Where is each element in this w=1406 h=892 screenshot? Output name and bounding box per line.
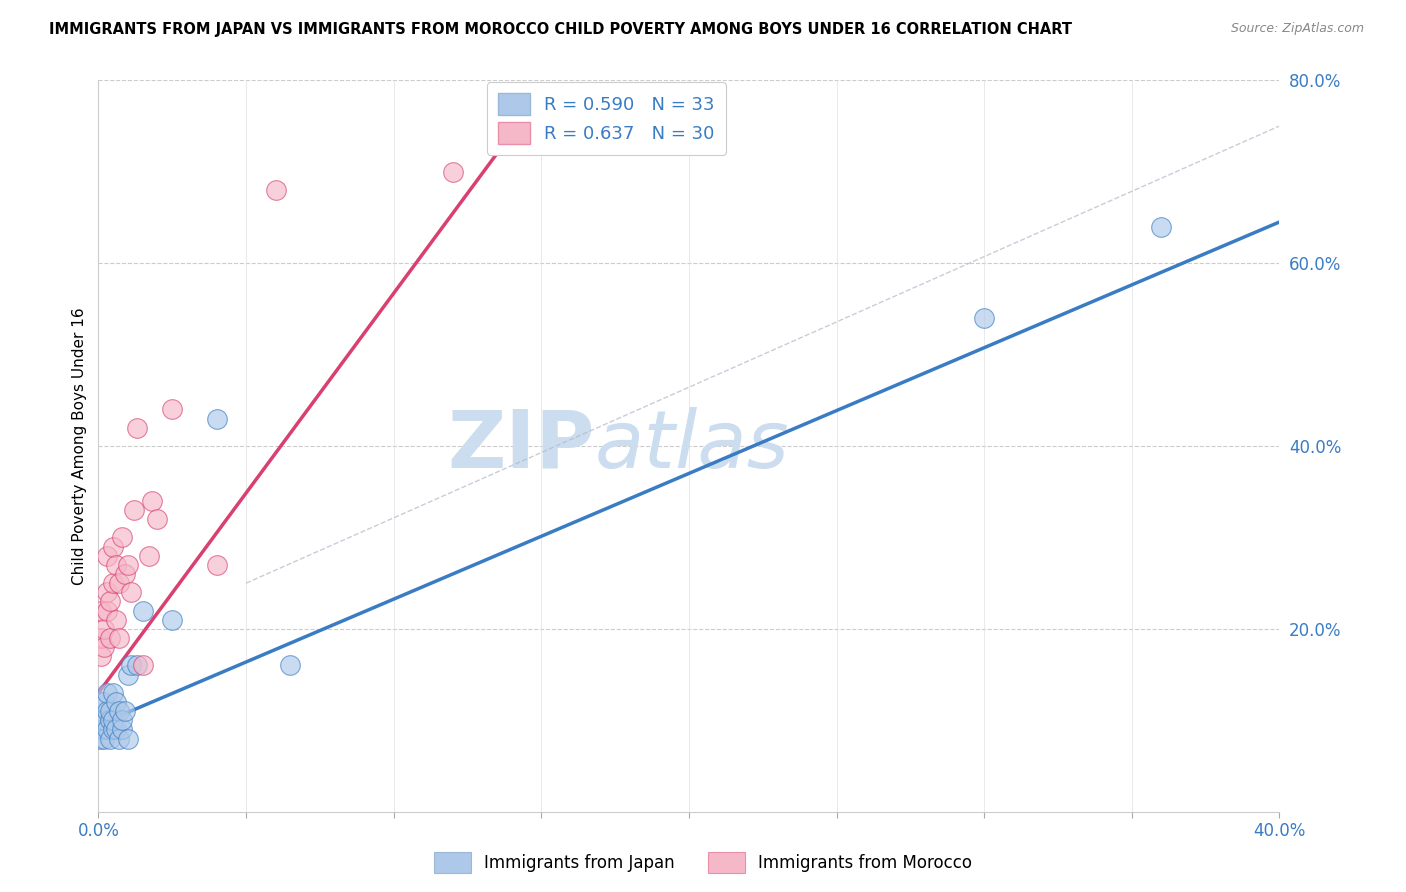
Point — [108, 704, 131, 718]
Point — [96, 585, 118, 599]
Point — [441, 164, 464, 178]
Point — [96, 603, 118, 617]
Point — [120, 658, 142, 673]
Point — [108, 731, 131, 746]
Point — [98, 731, 121, 746]
Point — [1150, 219, 1173, 234]
Point — [105, 558, 128, 572]
Point — [93, 731, 115, 746]
Point — [103, 723, 125, 737]
Point — [90, 603, 112, 617]
Point — [90, 695, 112, 709]
Point — [111, 714, 134, 728]
Point — [138, 549, 160, 563]
Point — [125, 421, 148, 435]
Point — [89, 731, 111, 746]
Point — [105, 613, 128, 627]
Point — [93, 640, 115, 655]
Point — [105, 723, 128, 737]
Point — [162, 613, 183, 627]
Point — [132, 603, 155, 617]
Point — [98, 594, 121, 608]
Point — [90, 714, 112, 728]
Point — [98, 631, 121, 645]
Point — [96, 686, 118, 700]
Text: ZIP: ZIP — [447, 407, 595, 485]
Point — [103, 686, 125, 700]
Point — [114, 567, 136, 582]
Point — [117, 667, 139, 681]
Point — [141, 494, 163, 508]
Point — [205, 558, 228, 572]
Point — [98, 704, 121, 718]
Point — [114, 704, 136, 718]
Y-axis label: Child Poverty Among Boys Under 16: Child Poverty Among Boys Under 16 — [72, 307, 87, 585]
Legend: R = 0.590   N = 33, R = 0.637   N = 30: R = 0.590 N = 33, R = 0.637 N = 30 — [486, 82, 725, 155]
Point — [98, 714, 121, 728]
Point — [103, 576, 125, 591]
Point — [132, 658, 155, 673]
Point — [111, 530, 134, 544]
Point — [93, 714, 115, 728]
Point — [91, 723, 114, 737]
Legend: Immigrants from Japan, Immigrants from Morocco: Immigrants from Japan, Immigrants from M… — [427, 846, 979, 880]
Point — [103, 540, 125, 554]
Point — [122, 503, 145, 517]
Point — [105, 695, 128, 709]
Point — [205, 411, 228, 425]
Point — [146, 512, 169, 526]
Text: Source: ZipAtlas.com: Source: ZipAtlas.com — [1230, 22, 1364, 36]
Point — [973, 310, 995, 325]
Point — [96, 549, 118, 563]
Point — [93, 622, 115, 636]
Text: atlas: atlas — [595, 407, 789, 485]
Point — [162, 402, 183, 417]
Point — [111, 723, 134, 737]
Point — [93, 695, 115, 709]
Point — [117, 558, 139, 572]
Point — [96, 723, 118, 737]
Point — [120, 585, 142, 599]
Point — [108, 576, 131, 591]
Point — [264, 183, 287, 197]
Point — [117, 731, 139, 746]
Point — [125, 658, 148, 673]
Point — [103, 714, 125, 728]
Text: IMMIGRANTS FROM JAPAN VS IMMIGRANTS FROM MOROCCO CHILD POVERTY AMONG BOYS UNDER : IMMIGRANTS FROM JAPAN VS IMMIGRANTS FROM… — [49, 22, 1073, 37]
Point — [90, 649, 112, 664]
Point — [280, 658, 302, 673]
Point — [90, 631, 112, 645]
Point — [96, 704, 118, 718]
Point — [108, 631, 131, 645]
